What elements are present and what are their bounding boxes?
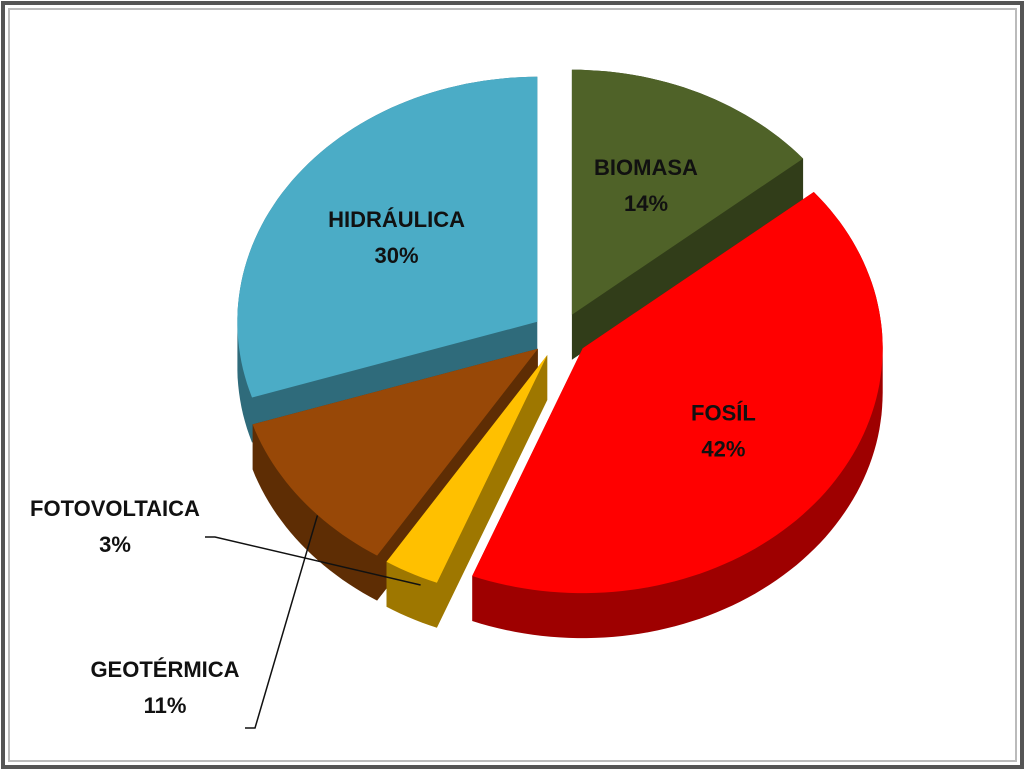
value-label: 3%	[99, 532, 131, 557]
value-label: 42%	[701, 437, 745, 462]
category-label: FOTOVOLTAICA	[30, 496, 200, 521]
leader-line	[205, 536, 421, 586]
category-label: HIDRÁULICA	[328, 207, 465, 232]
slice	[237, 76, 538, 398]
slice	[472, 192, 883, 594]
leader-line	[245, 515, 319, 729]
labels: BIOMASA 14% FOSÍL 42% FOTOVOLTAICA 3% GEOTÉRMI…	[30, 155, 756, 729]
slice	[252, 348, 538, 556]
category-label: BIOMASA	[594, 155, 698, 180]
chart-inner-frame	[8, 8, 1017, 762]
slice	[386, 355, 548, 583]
value-label: 11%	[144, 693, 187, 718]
value-label: 14%	[624, 191, 668, 216]
value-label: 30%	[375, 243, 419, 268]
slices	[237, 69, 883, 639]
category-label: FOSÍL	[691, 401, 756, 426]
slice	[571, 69, 804, 315]
category-label: GEOTÉRMICA	[90, 657, 239, 682]
